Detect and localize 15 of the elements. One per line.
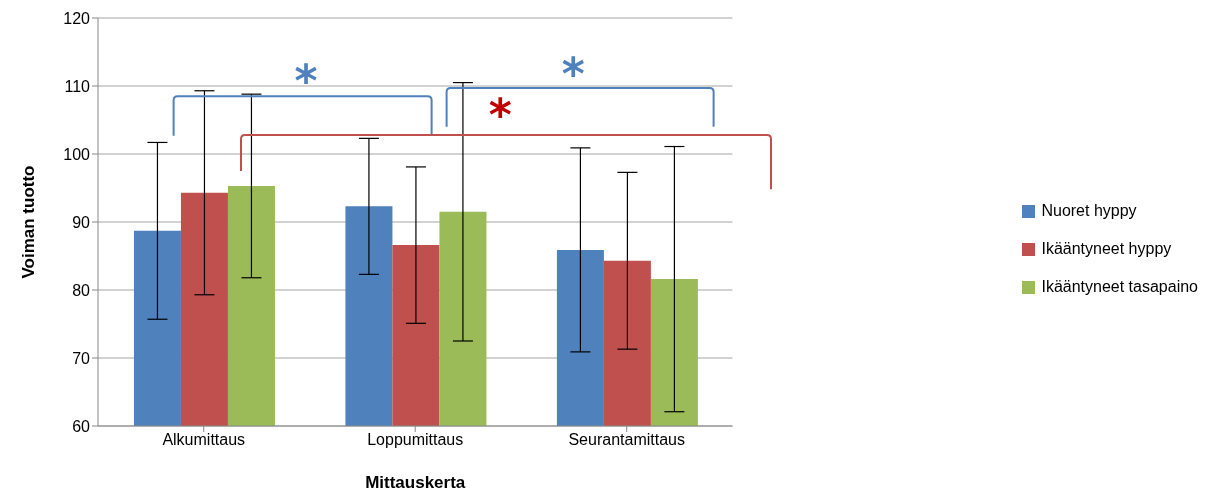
y-tick-label: 110 [64,77,91,95]
x-tick-label: Alkumittaus [162,431,246,449]
legend-label: Ikääntyneet tasapaino [1041,277,1198,297]
legend-label: Ikääntyneet hyppy [1041,239,1172,259]
y-tick-label: 90 [72,213,91,231]
x-tick-label: Loppumittaus [367,431,464,449]
y-tick-label: 120 [63,9,91,27]
y-axis-title: Voiman tuotto [19,165,39,279]
y-tick-label: 100 [63,145,91,163]
y-tick-label: 80 [72,281,91,299]
x-tick-label: Seurantamittaus [568,431,685,449]
legend-label: Nuoret hyppy [1041,201,1137,221]
y-tick-label: 70 [72,349,91,367]
x-axis-title: Mittauskerta [365,473,466,492]
y-tick-label: 60 [72,417,91,435]
